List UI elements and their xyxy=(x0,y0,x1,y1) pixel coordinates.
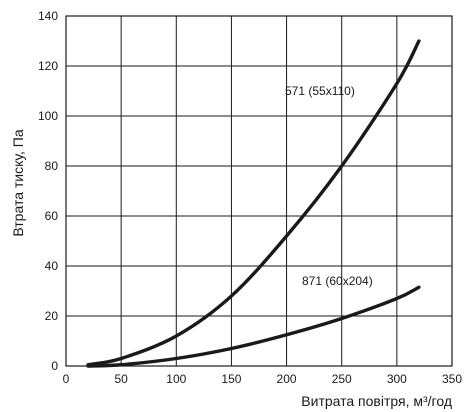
tick-labels: 0 50 100 150 200 250 300 350 0 20 40 60 80 100 120 140 xyxy=(38,9,462,386)
x-tick-label: 50 xyxy=(114,372,128,386)
series-labels: 571 (55x110) 871 (60x204) xyxy=(285,84,373,288)
y-axis-title: Втрата тиску, Па xyxy=(10,129,26,236)
y-tick-label: 100 xyxy=(38,109,58,123)
x-tick-label: 200 xyxy=(277,372,297,386)
x-axis-title: Витрата повітря, м³/год xyxy=(301,393,452,409)
series-label-1: 571 (55x110) xyxy=(285,84,355,98)
x-tick-label: 300 xyxy=(387,372,407,386)
x-tick-label: 0 xyxy=(63,372,70,386)
y-tick-label: 40 xyxy=(45,259,59,273)
x-tick-label: 250 xyxy=(332,372,352,386)
series-line-1 xyxy=(86,39,421,367)
series-lines xyxy=(86,39,421,368)
series-line-2 xyxy=(86,285,421,368)
grid xyxy=(65,15,453,367)
x-tick-label: 350 xyxy=(442,372,462,386)
series-label-2: 871 (60x204) xyxy=(302,274,373,288)
y-tick-label: 20 xyxy=(45,309,59,323)
y-tick-label: 140 xyxy=(38,9,58,23)
y-tick-label: 120 xyxy=(38,59,58,73)
plot-frame xyxy=(65,15,453,367)
x-tick-label: 100 xyxy=(166,372,186,386)
y-tick-label: 0 xyxy=(51,359,58,373)
y-tick-label: 60 xyxy=(45,209,59,223)
y-tick-label: 80 xyxy=(45,159,59,173)
x-tick-label: 150 xyxy=(221,372,241,386)
